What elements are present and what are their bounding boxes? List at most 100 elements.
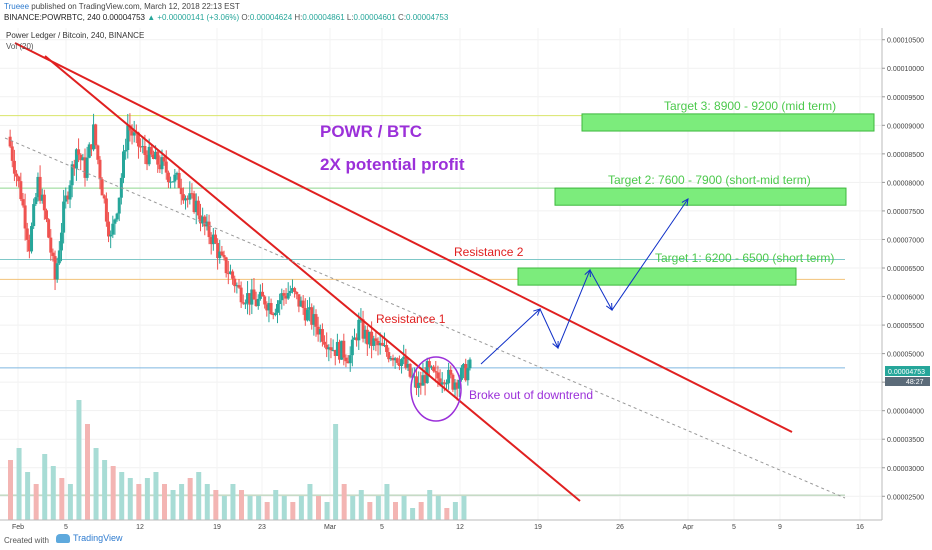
breakout-circle: [410, 356, 462, 422]
candle-body: [72, 164, 76, 169]
candle-body: [267, 303, 271, 311]
candle-body: [156, 151, 160, 165]
close-value: 0.00004753: [406, 13, 449, 22]
candle-body: [305, 309, 309, 321]
candle-body: [370, 331, 374, 346]
candle-body: [248, 293, 252, 305]
candle-body: [199, 215, 202, 224]
x-tick-label: 5: [732, 524, 736, 530]
candle-body: [241, 302, 245, 304]
time-axis[interactable]: Feb 5 12 19 23 Mar 5 12 19 26 Apr 5 9 16: [0, 519, 882, 530]
candle-body: [453, 382, 457, 390]
resistance-1-label: Resistance 1: [376, 312, 446, 326]
volume-bar: [170, 490, 176, 520]
candle-body: [323, 341, 327, 345]
volume-bar: [341, 484, 347, 520]
x-tick-label: 5: [380, 524, 384, 530]
price-axis[interactable]: 0.00010500 0.00010000 0.00009500 0.00009000…: [881, 28, 932, 530]
author-link[interactable]: Trueee: [4, 2, 30, 11]
countdown-tag-text: 48:27: [906, 379, 924, 386]
y-tick-label: 0.00010500: [887, 38, 924, 45]
candle-body: [237, 285, 241, 288]
y-tick-label: 0.00005000: [887, 352, 924, 359]
candle-body: [132, 132, 136, 136]
volume-bar: [401, 496, 407, 520]
volume-bar: [418, 502, 424, 520]
candle-body: [282, 293, 286, 296]
candle-body: [173, 174, 177, 182]
x-tick-label: 19: [213, 524, 221, 530]
candle-body: [36, 176, 40, 198]
candle-body: [462, 364, 466, 368]
candle-body: [211, 234, 215, 245]
candle-body: [102, 195, 106, 199]
candle-body: [342, 340, 346, 358]
volume-bar: [256, 496, 262, 520]
candle-body: [175, 172, 179, 175]
candle-body: [139, 146, 143, 148]
resistance-1-line: [44, 55, 581, 502]
volume-bar: [144, 478, 150, 520]
target-zone-3: [581, 113, 875, 132]
last-price-tag-text: 0.00004753: [888, 369, 925, 376]
candle-body: [171, 181, 175, 183]
tradingview-link[interactable]: TradingView: [56, 533, 123, 544]
candle-body: [154, 151, 158, 160]
candle-body: [45, 210, 48, 220]
candle-body: [442, 382, 446, 384]
candle-body: [235, 285, 239, 287]
candle-body: [141, 145, 145, 148]
candle-body: [455, 382, 459, 389]
candle-body: [417, 382, 421, 388]
candle-body: [74, 149, 78, 169]
volume-bar: [102, 460, 108, 520]
candle-body: [293, 288, 297, 292]
candle-body: [179, 187, 183, 195]
candle-body: [228, 271, 232, 274]
x-tick-label: 26: [616, 524, 624, 530]
candle-body: [365, 329, 369, 345]
volume-bar: [461, 496, 467, 520]
x-tick-label: Apr: [683, 524, 695, 530]
candle-body: [77, 149, 81, 155]
candle-body: [447, 369, 451, 384]
volume-bar: [444, 508, 450, 520]
candle-body: [51, 252, 55, 257]
y-tick-label: 0.00009000: [887, 123, 924, 130]
candle-body: [412, 376, 416, 378]
candle-body: [136, 132, 140, 147]
candle-body: [30, 226, 34, 252]
candle-body: [464, 364, 468, 381]
created-with-label: Created with: [4, 536, 49, 545]
candle-body: [363, 329, 367, 339]
candle-body: [145, 154, 149, 165]
volume-bar: [239, 490, 244, 520]
volume-bar: [204, 484, 210, 520]
candle-body: [406, 363, 410, 368]
candle-body: [252, 289, 256, 300]
candle-body: [57, 250, 61, 264]
symbol-label: BINANCE:POWRBTC, 240: [4, 13, 101, 22]
volume-bar: [435, 496, 441, 520]
candle-body: [222, 255, 226, 258]
candle-body: [265, 304, 269, 311]
candle-body: [113, 219, 117, 224]
candle-body: [181, 194, 185, 201]
x-tick-label: 16: [856, 524, 864, 530]
candle-body: [8, 136, 12, 147]
candle-body: [284, 295, 288, 299]
candle-body: [149, 146, 153, 155]
candle-body: [15, 173, 19, 177]
price-chart[interactable]: 0.00010500 0.00010000 0.00009500 0.00009000…: [0, 28, 932, 530]
projection-arrowhead: [681, 198, 689, 206]
candle-body: [49, 237, 53, 253]
candle-body: [415, 376, 419, 388]
candle-body: [288, 290, 292, 294]
volume-bar: [375, 496, 381, 520]
candle-body: [434, 371, 438, 373]
candle-body: [59, 232, 63, 251]
candle-body: [421, 375, 425, 386]
volume-bar: [307, 484, 313, 520]
candle-body: [81, 157, 85, 161]
candle-body: [87, 144, 91, 158]
